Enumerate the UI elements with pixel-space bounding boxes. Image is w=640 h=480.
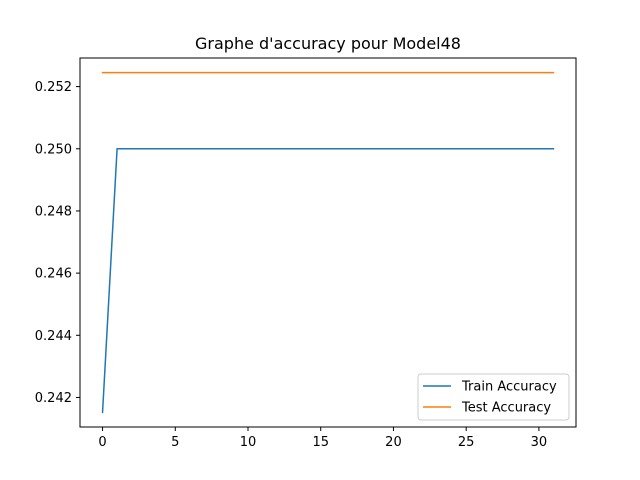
y-tick-label: 0.246: [35, 267, 72, 282]
y-tick-label: 0.252: [35, 80, 72, 95]
x-tick-label: 25: [458, 435, 475, 450]
y-tick-label: 0.248: [35, 204, 72, 219]
x-tick-label: 5: [171, 435, 179, 450]
y-tick-label: 0.242: [35, 391, 72, 406]
legend: Train Accuracy Test Accuracy: [417, 373, 570, 421]
legend-label: Train Accuracy: [461, 380, 557, 395]
y-tick-label: 0.244: [35, 329, 72, 344]
x-tick-label: 30: [531, 435, 548, 450]
x-tick-label: 10: [240, 435, 257, 450]
plot-frame: [79, 57, 577, 428]
y-tick-label: 0.250: [35, 142, 72, 157]
x-tick-label: 20: [385, 435, 402, 450]
chart-title: Graphe d'accuracy pour Model48: [195, 34, 461, 53]
legend-box: [417, 373, 570, 421]
x-tick-label: 0: [98, 435, 106, 450]
legend-label: Test Accuracy: [461, 401, 551, 416]
series-line-train-accuracy: [101, 148, 555, 414]
x-tick-label: 15: [312, 435, 329, 450]
